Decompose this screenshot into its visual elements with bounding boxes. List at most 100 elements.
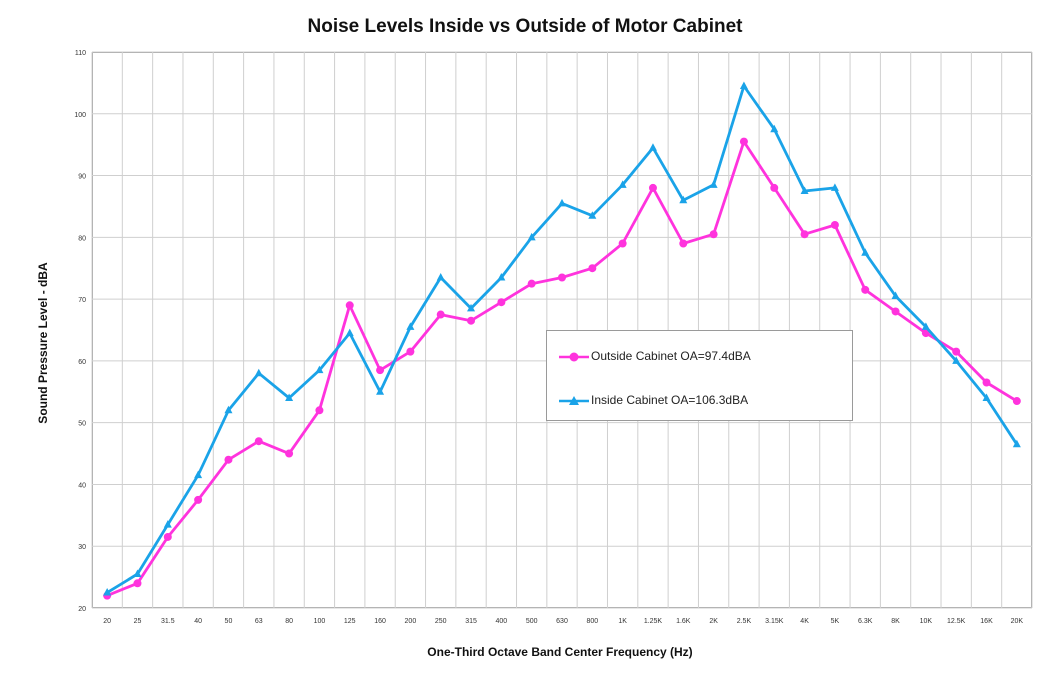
y-tick-label: 70 — [78, 297, 86, 304]
data-point-outside — [406, 347, 415, 356]
data-point-inside — [163, 520, 172, 528]
data-point-outside — [982, 378, 991, 387]
y-tick-label: 40 — [78, 482, 86, 489]
data-point-inside — [921, 322, 930, 330]
data-point-inside — [739, 81, 748, 89]
data-point-inside — [467, 303, 476, 312]
data-point-inside — [224, 405, 233, 414]
data-point-inside — [830, 183, 839, 191]
x-tick-label: 80 — [285, 618, 293, 625]
data-point-inside — [1012, 439, 1021, 448]
series-layer — [103, 81, 1021, 600]
data-point-inside — [254, 368, 263, 377]
data-point-inside — [709, 180, 718, 188]
data-point-inside — [952, 356, 961, 364]
x-tick-label: 12.5K — [947, 618, 966, 625]
x-tick-label: 2K — [709, 618, 718, 625]
x-tick-label: 3.15K — [765, 618, 784, 625]
y-tick-label: 30 — [78, 544, 86, 551]
data-point-outside — [467, 316, 476, 325]
legend-item-inside: Inside Cabinet OA=106.3dBA — [559, 393, 748, 407]
data-point-inside — [800, 186, 809, 194]
x-tick-label: 63 — [255, 618, 263, 625]
data-point-outside — [436, 310, 445, 319]
data-point-inside — [103, 588, 112, 596]
data-point-outside — [527, 279, 536, 288]
data-point-outside — [285, 449, 294, 458]
x-tick-label: 250 — [435, 618, 447, 625]
data-point-outside — [952, 347, 961, 356]
y-tick-label: 100 — [74, 112, 86, 119]
data-point-outside — [618, 239, 627, 248]
x-tick-label: 400 — [496, 618, 508, 625]
data-point-inside — [618, 180, 627, 188]
grid-layer — [91, 51, 1033, 609]
data-point-outside — [133, 579, 142, 588]
x-tick-label: 25 — [134, 618, 142, 625]
data-point-inside — [133, 569, 142, 578]
legend-item-outside: Outside Cabinet OA=97.4dBA — [559, 349, 751, 363]
data-point-outside — [224, 455, 233, 464]
data-point-inside — [679, 195, 688, 204]
data-point-inside — [588, 211, 597, 219]
data-point-outside — [648, 183, 657, 192]
data-point-outside — [679, 239, 688, 248]
x-tick-label: 800 — [586, 618, 598, 625]
x-tick-label: 4K — [800, 618, 809, 625]
x-tick-label: 6.3K — [858, 618, 873, 625]
x-tick-label: 315 — [465, 618, 477, 625]
x-tick-label: 2.5K — [737, 618, 752, 625]
y-tick-label: 110 — [75, 50, 86, 57]
data-point-inside — [982, 393, 991, 401]
data-point-inside — [285, 393, 294, 401]
y-tick-label: 50 — [78, 421, 86, 428]
data-point-outside — [315, 406, 324, 415]
legend: Outside Cabinet OA=97.4dBA Inside Cabine… — [546, 330, 853, 421]
x-tick-label: 160 — [374, 618, 386, 625]
legend-swatch-inside — [559, 395, 589, 405]
x-tick-label: 1K — [618, 618, 627, 625]
data-point-outside — [800, 230, 809, 239]
data-point-outside — [709, 230, 718, 239]
data-point-inside — [558, 198, 566, 207]
y-axis-label: Sound Pressure Level - dBA — [36, 262, 50, 424]
data-point-inside — [648, 143, 657, 151]
x-tick-label: 20K — [1011, 618, 1024, 625]
legend-swatch-outside — [559, 352, 589, 362]
y-tick-label: 80 — [78, 235, 86, 242]
data-point-inside — [194, 470, 203, 479]
y-tick-label: 90 — [78, 174, 86, 181]
data-point-outside — [497, 298, 506, 307]
x-tick-label: 100 — [314, 618, 326, 625]
data-point-outside — [770, 183, 779, 192]
x-tick-label: 40 — [194, 618, 202, 625]
data-point-outside — [1012, 397, 1021, 406]
legend-label-outside: Outside Cabinet OA=97.4dBA — [591, 349, 751, 363]
data-point-outside — [254, 437, 263, 446]
x-tick-label: 10K — [920, 618, 933, 625]
data-point-inside — [406, 322, 415, 330]
x-tick-label: 500 — [526, 618, 538, 625]
data-point-inside — [861, 248, 870, 256]
data-point-outside — [830, 220, 839, 229]
data-point-outside — [376, 366, 385, 375]
data-point-outside — [861, 285, 870, 294]
data-point-outside — [588, 264, 597, 273]
x-tick-label: 20 — [103, 618, 111, 625]
data-point-outside — [558, 273, 566, 282]
x-tick-label: 1.25K — [644, 618, 663, 625]
data-point-inside — [891, 291, 900, 300]
data-point-outside — [345, 301, 354, 310]
legend-label-inside: Inside Cabinet OA=106.3dBA — [591, 393, 749, 407]
x-tick-label: 125 — [344, 618, 356, 625]
data-point-inside — [436, 272, 445, 281]
x-tick-label: 16K — [980, 618, 993, 625]
data-point-outside — [739, 137, 748, 146]
x-tick-label: 8K — [891, 618, 900, 625]
data-point-inside — [497, 272, 506, 281]
x-tick-label: 630 — [556, 618, 568, 625]
data-point-inside — [345, 328, 354, 337]
data-point-outside — [194, 495, 203, 504]
data-point-inside — [315, 365, 324, 374]
